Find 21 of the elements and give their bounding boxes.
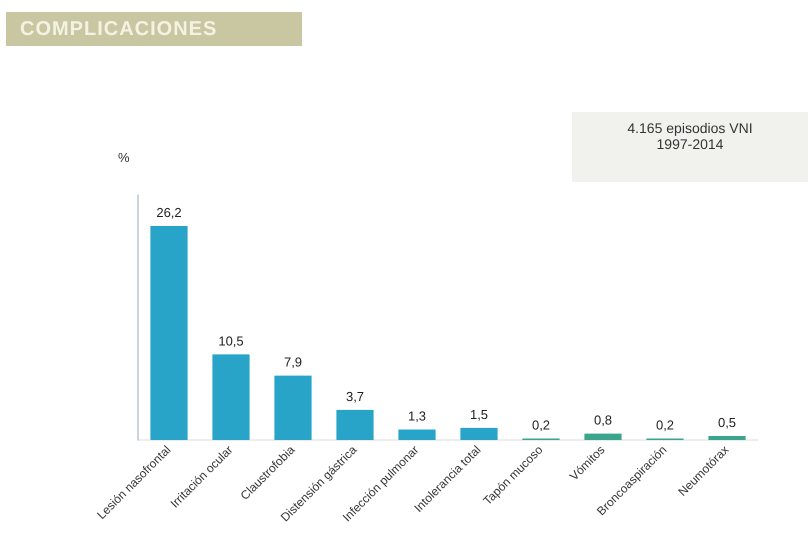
bar: [398, 430, 436, 440]
bar: [274, 376, 312, 440]
bar: [150, 226, 188, 440]
data-label: 1,5: [470, 406, 488, 422]
bar: [336, 410, 374, 440]
data-label: 7,9: [284, 354, 302, 370]
chart-title: COMPLICACIONES: [6, 12, 302, 46]
bar: [212, 354, 250, 440]
data-label: 0,8: [594, 412, 612, 428]
data-label: 10,5: [218, 333, 244, 348]
data-label: 0,5: [718, 415, 736, 430]
bar: [708, 436, 746, 440]
data-label: 1,3: [408, 408, 426, 424]
y-axis-title: %: [118, 150, 130, 165]
data-label: 0,2: [532, 418, 550, 433]
bar: [584, 434, 622, 440]
data-label: 0,2: [656, 418, 674, 433]
data-label: 26,2: [156, 205, 182, 220]
text: 4.165 episodios VNI 1997-2014: [572, 112, 808, 182]
data-label: 3,7: [346, 388, 364, 404]
bar: [460, 428, 498, 440]
